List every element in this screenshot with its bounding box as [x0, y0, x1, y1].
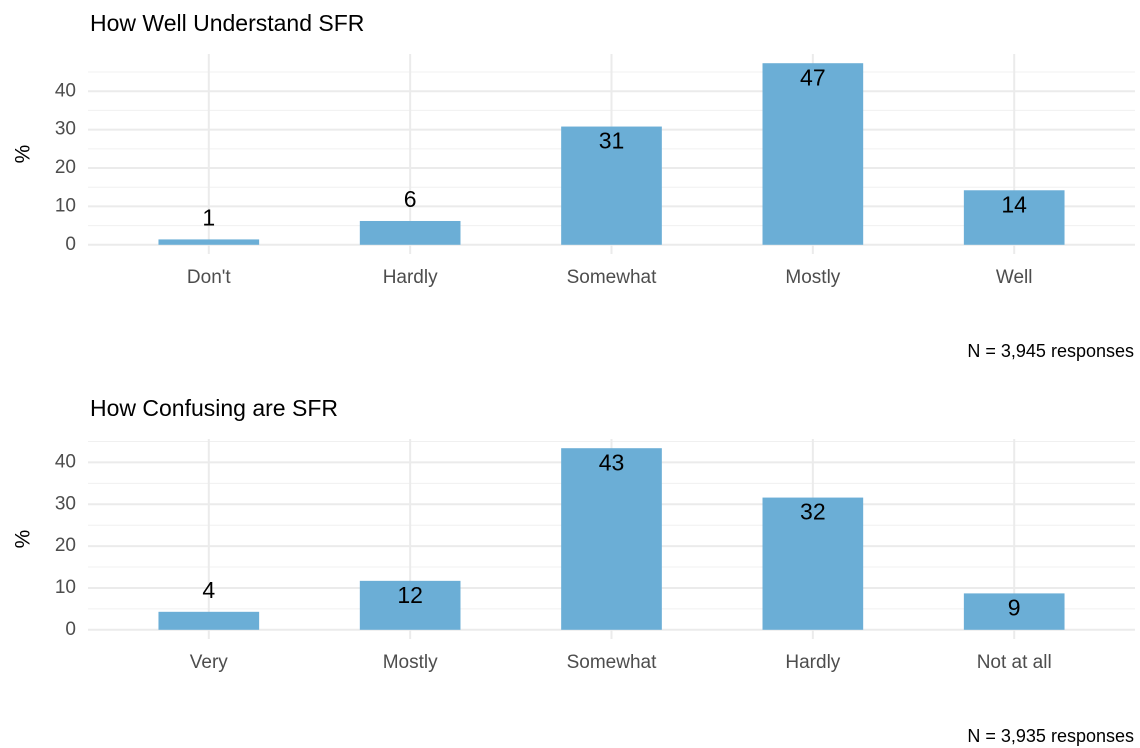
x-tick-label: Mostly	[383, 652, 438, 673]
y-tick-label: 30	[55, 119, 76, 140]
x-tick-label: Hardly	[785, 652, 840, 673]
value-label: 6	[404, 186, 417, 212]
x-tick-label: Hardly	[383, 267, 438, 288]
chart-title: How Well Understand SFR	[90, 10, 364, 36]
y-tick-label: 30	[55, 493, 76, 514]
y-axis-label: %	[12, 530, 35, 549]
bar	[561, 448, 662, 630]
x-tick-label: Somewhat	[567, 652, 657, 673]
value-label: 47	[800, 64, 826, 90]
bar	[158, 239, 260, 245]
x-tick-label: Somewhat	[567, 267, 657, 288]
bar	[762, 63, 864, 245]
x-tick-label: Mostly	[785, 267, 840, 288]
value-label: 12	[397, 582, 423, 608]
y-tick-label: 10	[55, 195, 76, 216]
x-tick-label: Well	[996, 267, 1033, 288]
bar	[963, 190, 1065, 245]
y-tick-label: 10	[55, 577, 76, 598]
y-tick-label: 40	[55, 451, 76, 472]
value-label: 32	[800, 499, 826, 525]
bar	[762, 497, 864, 630]
y-tick-label: 40	[55, 80, 76, 101]
y-tick-label: 0	[65, 619, 76, 640]
y-tick-label: 0	[65, 234, 76, 255]
y-axis-label: %	[12, 145, 35, 164]
y-tick-label: 20	[55, 157, 76, 178]
x-tick-label: Very	[190, 652, 229, 673]
value-label: 14	[1001, 191, 1027, 217]
value-label: 1	[202, 204, 215, 230]
bar	[359, 580, 461, 630]
bar	[359, 220, 461, 245]
bar	[158, 611, 260, 630]
note: N = 3,935 responses	[967, 726, 1134, 746]
chart-title: How Confusing are SFR	[90, 395, 338, 421]
value-label: 43	[599, 449, 625, 475]
y-tick-label: 20	[55, 535, 76, 556]
bar	[561, 126, 662, 245]
x-tick-label: Not at all	[977, 652, 1052, 673]
x-tick-label: Don't	[187, 267, 231, 288]
value-label: 9	[1008, 594, 1021, 620]
value-label: 4	[202, 577, 215, 603]
note: N = 3,945 responses	[967, 341, 1134, 361]
value-label: 31	[599, 128, 625, 154]
bar	[963, 593, 1065, 630]
